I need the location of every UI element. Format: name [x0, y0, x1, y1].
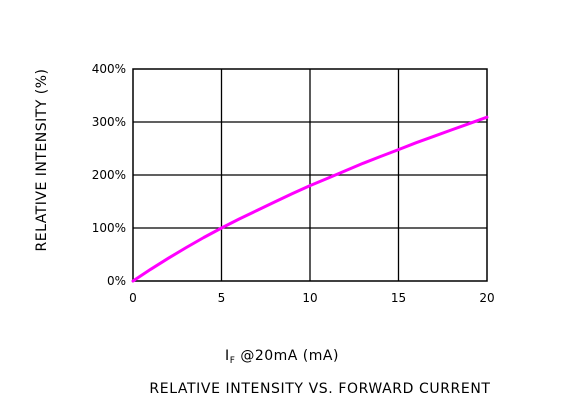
- x-tick-label: 15: [391, 291, 406, 305]
- x-axis-title: IF @20mA (mA): [225, 348, 339, 366]
- series-line: [131, 115, 489, 283]
- y-tick-labels: 0% 100% 200% 300% 400%: [92, 62, 126, 288]
- x-tick-label: 20: [479, 291, 494, 305]
- y-axis-title: RELATIVE INTENSITY (%): [34, 68, 50, 251]
- x-axis-title-subscript: F: [230, 356, 236, 366]
- plot-border: [132, 68, 488, 282]
- y-tick-label: 400%: [92, 62, 126, 76]
- x-tick-label: 10: [302, 291, 317, 305]
- grid-lines: [133, 69, 487, 281]
- x-axis-title-symbol: I: [225, 348, 230, 364]
- y-tick-label: 100%: [92, 221, 126, 235]
- x-axis-title-rest: @20mA (mA): [235, 348, 339, 364]
- plot-frame: [132, 68, 488, 282]
- series-layer: [131, 115, 489, 283]
- x-tick-labels: 0 5 10 15 20: [129, 291, 494, 305]
- y-tick-label: 200%: [92, 168, 126, 182]
- x-tick-label: 5: [218, 291, 226, 305]
- chart-title: RELATIVE INTENSITY VS. FORWARD CURRENT: [149, 381, 490, 397]
- y-tick-label: 300%: [92, 115, 126, 129]
- y-tick-label: 0%: [107, 274, 126, 288]
- x-tick-label: 0: [129, 291, 137, 305]
